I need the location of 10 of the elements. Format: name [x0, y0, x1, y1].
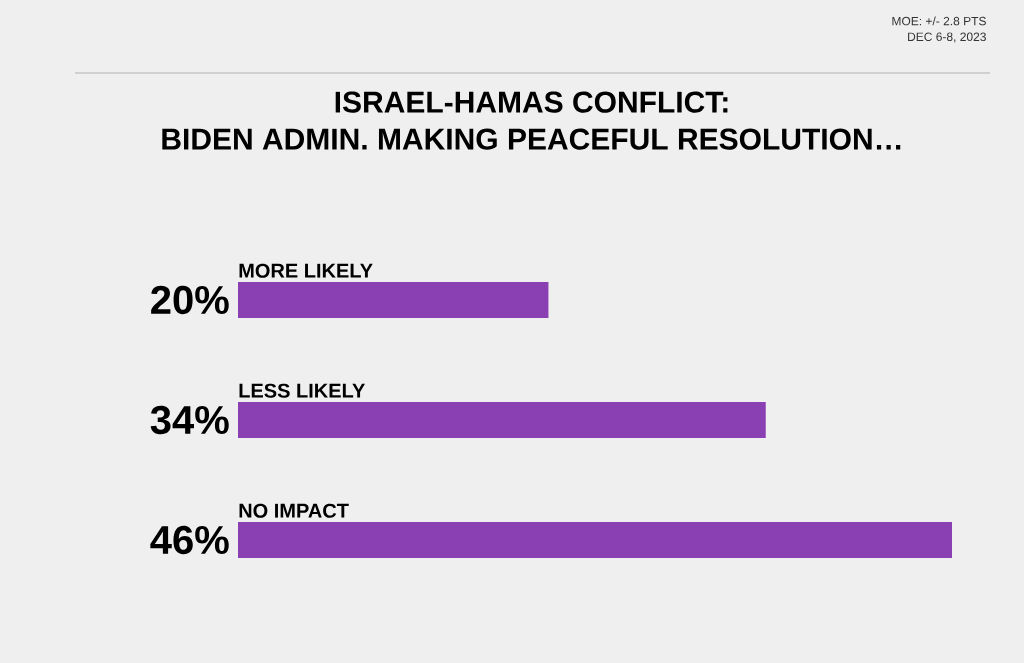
chart-subtitle: BIDEN ADMIN. MAKING PEACEFUL RESOLUTION… — [162, 128, 901, 150]
y-tick-label: MORE LIKELY — [239, 263, 373, 278]
data-label: 34% — [150, 405, 229, 435]
y-tick-label: NO IMPACT — [239, 503, 349, 518]
text: MOE: +/- 2.8 PTS — [892, 16, 986, 26]
data-label: 46% — [150, 525, 229, 555]
data-label: 20% — [151, 285, 229, 315]
y-tick-label: LESS LIKELY — [239, 383, 365, 398]
chart-title: ISRAEL-HAMAS CONFLICT: — [335, 91, 728, 113]
text: DEC 6-8, 2023 — [908, 32, 986, 43]
